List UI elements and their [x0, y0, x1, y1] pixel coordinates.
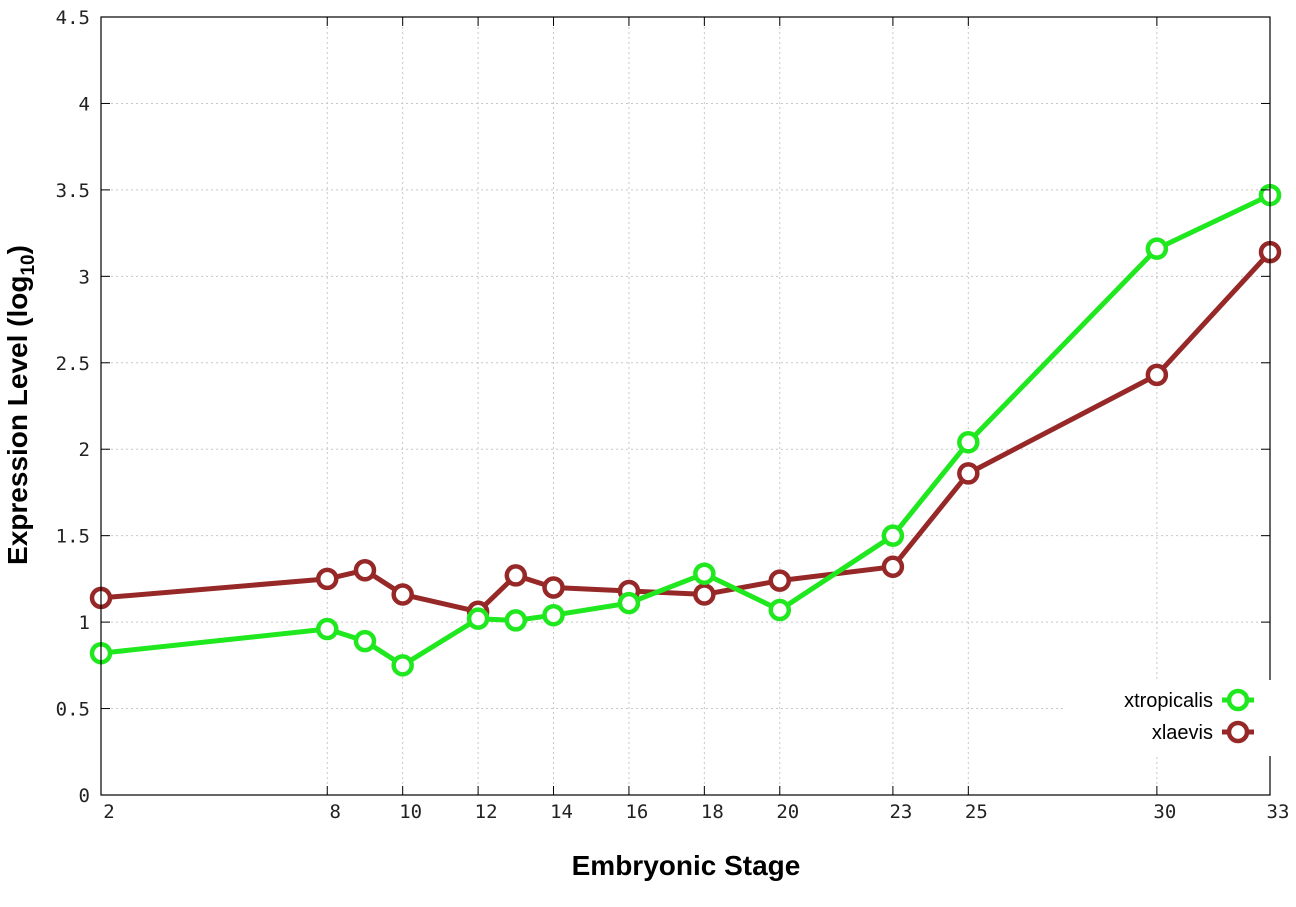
data-point-xlaevis [768, 569, 792, 592]
x-tick-label: 10 [399, 801, 422, 823]
x-tick-label: 14 [550, 801, 573, 823]
data-point-xtropicalis [504, 609, 528, 632]
data-point-xlaevis [957, 462, 980, 485]
data-point-xlaevis [881, 555, 905, 579]
ticks: 0 0.5 1 1.5 2 2.5 3 3.5 4 4.5 2 8 10 12 14 16 18 20 23 25 30… [56, 7, 1290, 823]
y-tick-label: 3 [79, 266, 90, 288]
data-point-xlaevis [391, 583, 414, 606]
data-point-xlaevis [693, 583, 716, 606]
legend-label-xtropicalis: xtropicalis [1124, 690, 1213, 712]
data-point-xlaevis [504, 564, 528, 587]
data-point-xtropicalis [1145, 237, 1169, 260]
x-axis-label: Embryonic Stage [572, 850, 801, 881]
y-axis-label-main: Expression Level (log [2, 276, 33, 565]
series-layer [89, 183, 1282, 677]
data-point-xtropicalis [542, 603, 565, 627]
y-tick-label: 4.5 [56, 7, 90, 29]
legend-label-xlaevis: xlaevis [1152, 722, 1213, 744]
y-axis-label-subscript: 10 [18, 254, 39, 275]
data-point-xtropicalis [617, 591, 641, 615]
x-tick-label: 16 [625, 801, 648, 823]
x-tick-label: 12 [475, 801, 498, 823]
data-point-xlaevis [542, 576, 565, 599]
y-tick-label: 0.5 [56, 699, 90, 721]
x-tick-label: 18 [701, 801, 724, 823]
data-point-xlaevis [1145, 363, 1169, 387]
data-point-xlaevis [316, 567, 339, 591]
x-tick-label: 8 [330, 801, 341, 823]
data-point-xlaevis [353, 558, 377, 582]
y-tick-label: 2.5 [56, 353, 90, 375]
data-point-xtropicalis [353, 629, 377, 653]
y-tick-label: 1 [79, 612, 90, 634]
x-tick-label: 2 [103, 801, 114, 823]
x-tick-label: 23 [889, 801, 912, 823]
y-axis-label-close: ) [2, 245, 33, 254]
data-point-xtropicalis [881, 524, 905, 547]
y-tick-label: 4 [79, 93, 90, 115]
legend-marker-xtropicalis [1226, 688, 1250, 712]
y-tick-label: 2 [79, 439, 90, 461]
legend-marker-xlaevis [1226, 720, 1250, 744]
y-tick-label: 3.5 [56, 180, 90, 202]
data-point-xtropicalis [391, 654, 414, 677]
y-tick-label: 0 [79, 785, 90, 807]
data-point-xtropicalis [316, 617, 339, 641]
y-axis-label: Expression Level (log10) [2, 245, 39, 565]
data-point-xtropicalis [957, 431, 980, 454]
data-point-xtropicalis [693, 562, 716, 585]
x-tick-label: 33 [1267, 801, 1290, 823]
legend: xtropicalis xlaevis [1065, 680, 1275, 756]
x-tick-label: 20 [776, 801, 799, 823]
data-point-xtropicalis [768, 598, 792, 622]
plot-frame [100, 16, 1271, 796]
y-tick-label: 1.5 [56, 526, 90, 548]
x-tick-label: 30 [1153, 801, 1176, 823]
data-point-xtropicalis [466, 607, 490, 630]
x-tick-label: 25 [965, 801, 988, 823]
